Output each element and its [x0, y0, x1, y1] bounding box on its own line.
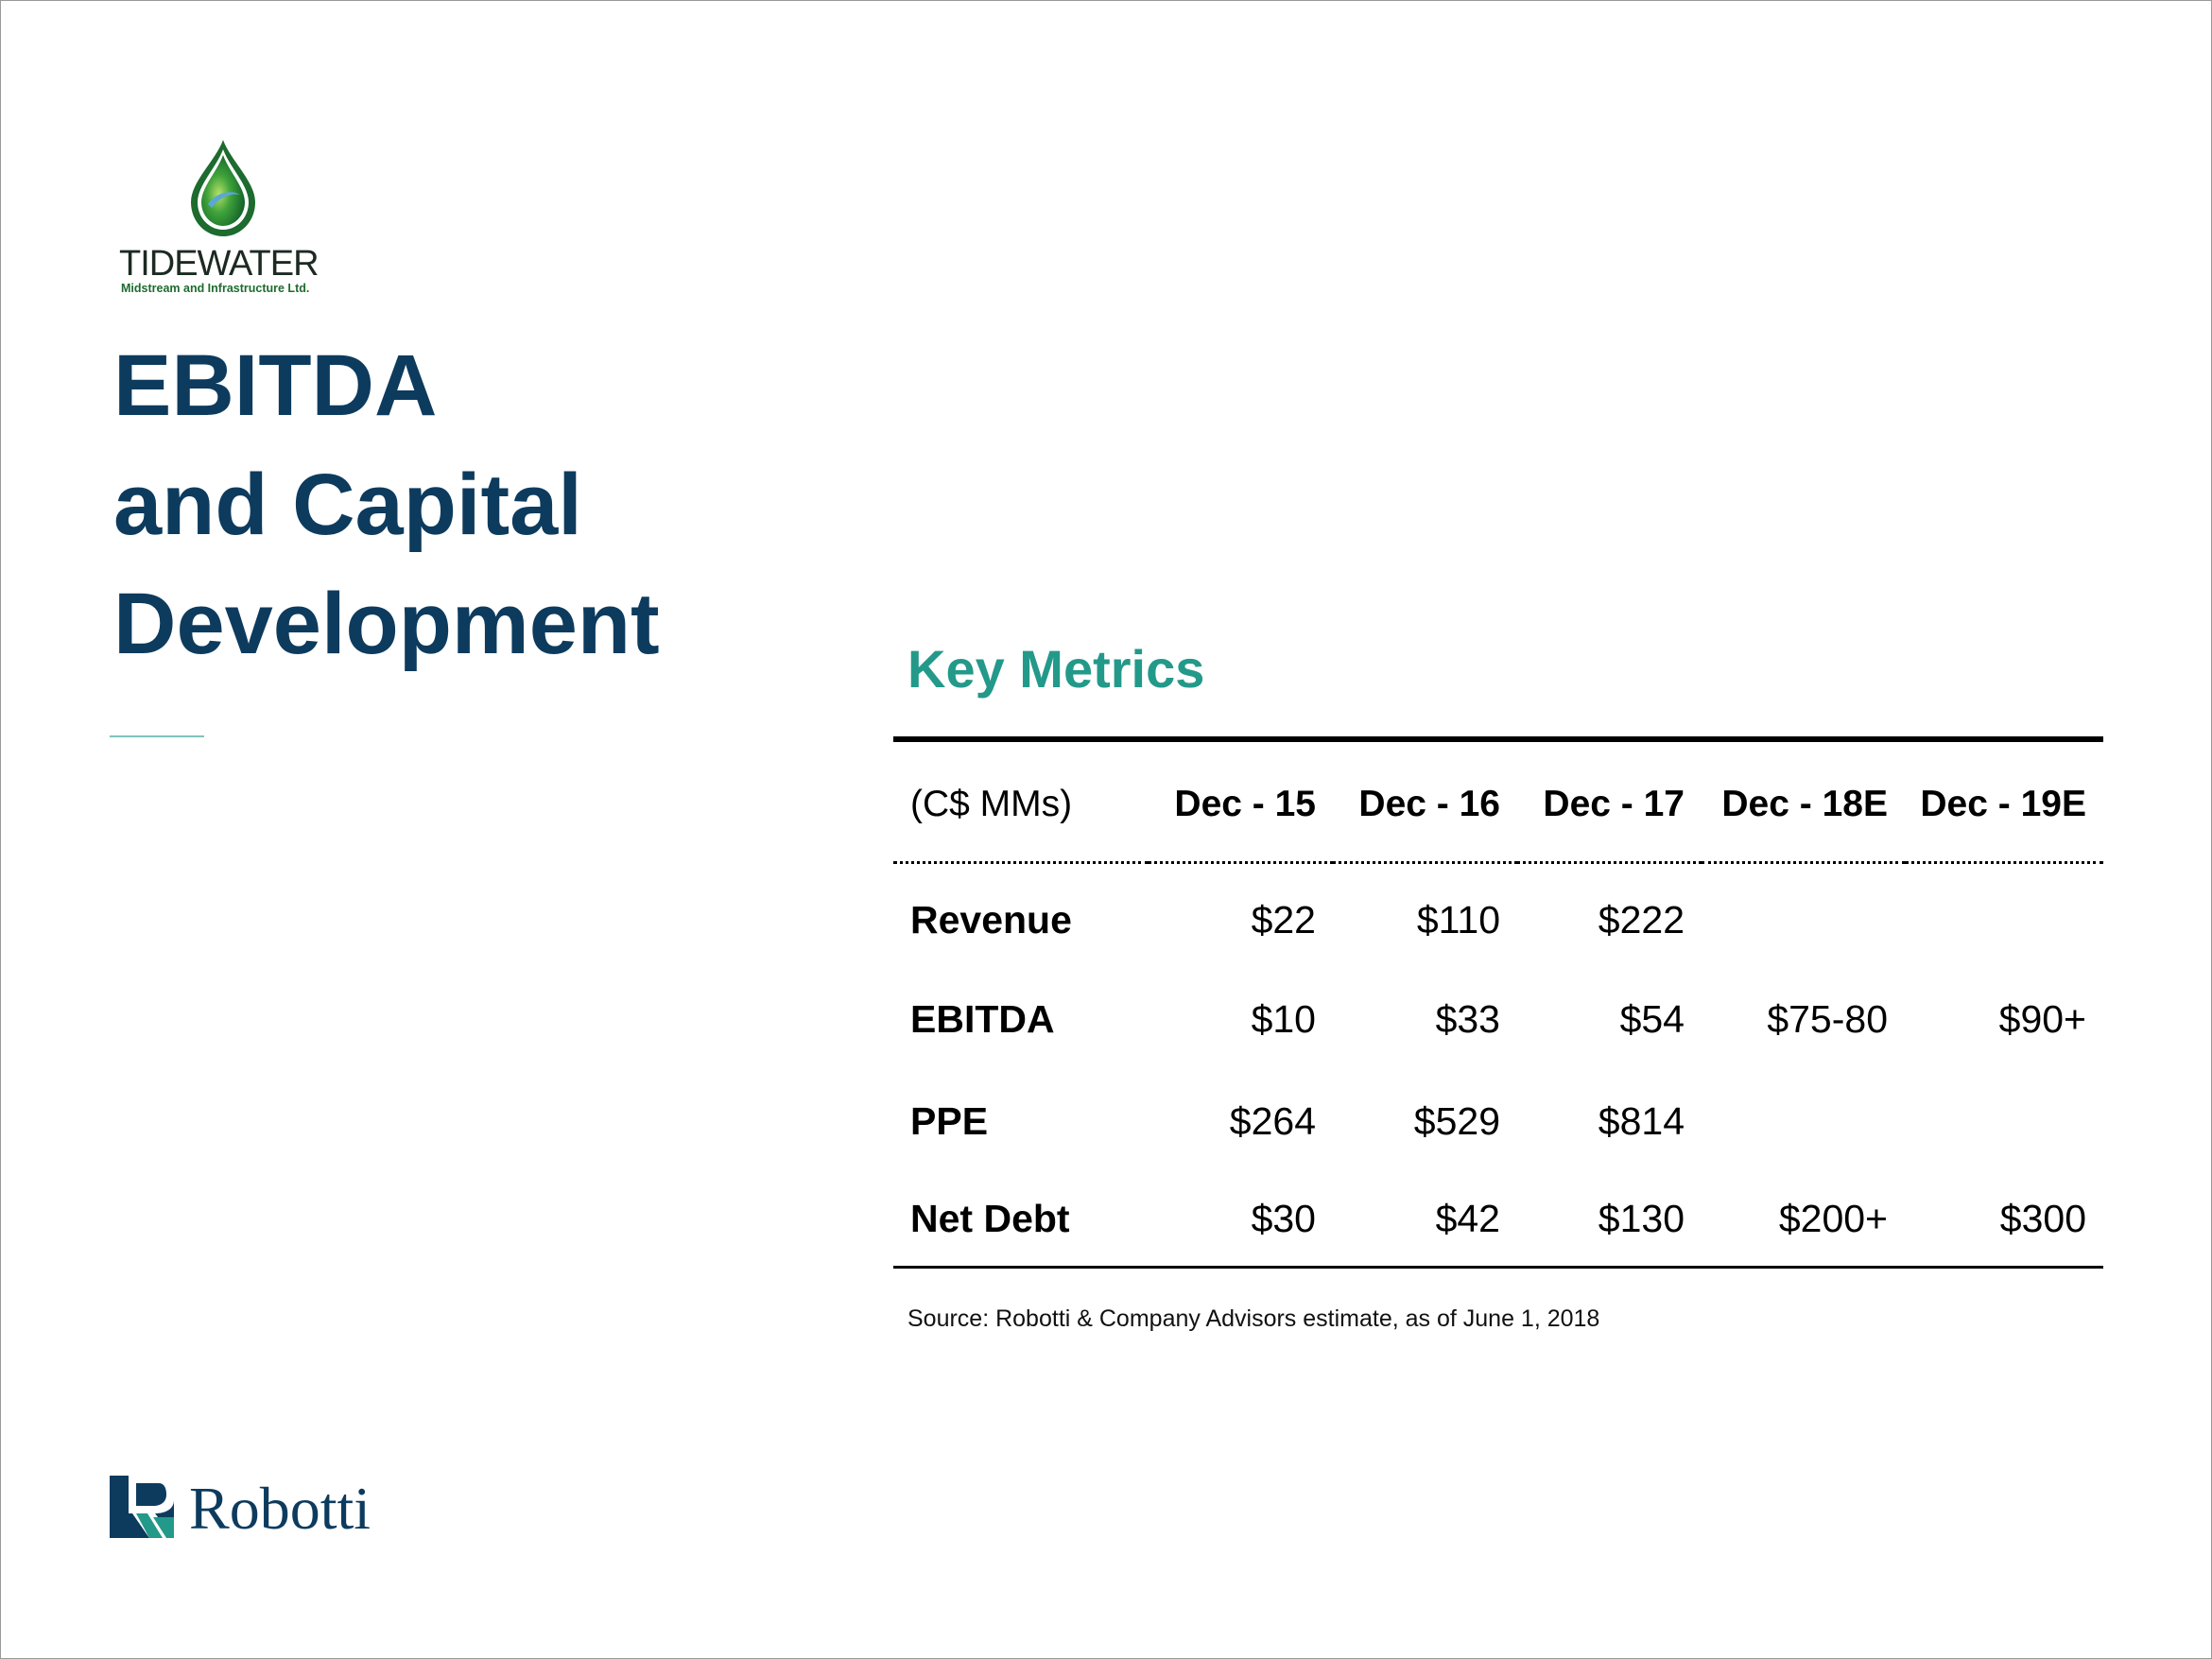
row-label: EBITDA — [910, 996, 1055, 1041]
table-cell: $30 — [1251, 1196, 1316, 1240]
page-title-line-1: EBITDA — [113, 337, 438, 434]
page-title-line-3: Development — [113, 576, 660, 672]
table-row: EBITDA $10 $33 $54 $75-80 $90+ — [893, 968, 2103, 1070]
column-header: Dec - 15 — [1149, 739, 1333, 864]
oil-drop-icon — [191, 140, 255, 236]
title-divider — [110, 735, 204, 737]
table-cell — [1702, 862, 1905, 968]
table-cell: $22 — [1251, 898, 1316, 942]
table-row: Net Debt $30 $42 $130 $200+ $300 — [893, 1172, 2103, 1267]
table-cell: $529 — [1413, 1098, 1500, 1143]
table-row: PPE $264 $529 $814 — [893, 1070, 2103, 1172]
page-title-line-2: and Capital — [113, 457, 582, 553]
table-cell — [1905, 862, 2103, 968]
key-metrics-heading: Key Metrics — [907, 639, 1205, 699]
table-cell — [1702, 1070, 1905, 1172]
table-cell: $54 — [1619, 996, 1685, 1041]
table-cell: $33 — [1435, 996, 1500, 1041]
table-cell: $75-80 — [1767, 996, 1888, 1041]
tidewater-subtitle: Midstream and Infrastructure Ltd. — [121, 282, 310, 295]
table-row: Revenue $22 $110 $222 — [893, 862, 2103, 968]
robotti-logo: Robotti — [110, 1475, 412, 1542]
robotti-wordmark: Robotti — [189, 1475, 372, 1542]
table-cell: $814 — [1598, 1098, 1685, 1143]
robotti-r-mark-icon — [110, 1476, 174, 1538]
table-cell: $222 — [1598, 898, 1685, 942]
column-header: Dec - 17 — [1517, 739, 1702, 864]
table-cell: $264 — [1229, 1098, 1316, 1143]
column-header: Dec - 19E — [1905, 739, 2103, 864]
table-cell: $110 — [1416, 898, 1500, 942]
table-cell — [1905, 1070, 2103, 1172]
table-cell: $42 — [1435, 1196, 1500, 1240]
unit-label: (C$ MMs) — [893, 739, 1149, 864]
row-label: Net Debt — [910, 1196, 1070, 1240]
row-label: PPE — [910, 1098, 989, 1143]
table-cell: $200+ — [1778, 1196, 1888, 1240]
source-note: Source: Robotti & Company Advisors estim… — [907, 1305, 1600, 1332]
table-cell: $10 — [1251, 996, 1316, 1041]
tidewater-wordmark: TIDEWATER — [119, 244, 320, 284]
page-title: EBITDA and Capital Development — [113, 326, 660, 683]
key-metrics-table: (C$ MMs) Dec - 15 Dec - 16 Dec - 17 Dec … — [893, 736, 2103, 1269]
table-cell: $90+ — [1998, 996, 2086, 1041]
table-cell: $130 — [1598, 1196, 1685, 1240]
column-header: Dec - 18E — [1702, 739, 1905, 864]
table-header-row: (C$ MMs) Dec - 15 Dec - 16 Dec - 17 Dec … — [893, 739, 2103, 864]
column-header: Dec - 16 — [1333, 739, 1517, 864]
tidewater-logo: TIDEWATER Midstream and Infrastructure L… — [112, 138, 338, 299]
table-cell: $300 — [1999, 1196, 2086, 1240]
row-label: Revenue — [910, 898, 1072, 942]
